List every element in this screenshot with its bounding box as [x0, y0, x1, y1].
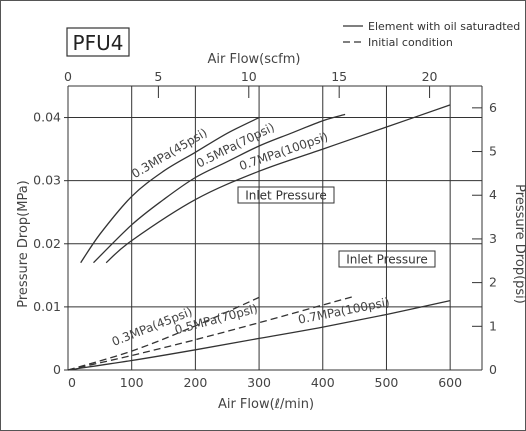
x2-axis-title: Air Flow(scfm): [208, 52, 301, 67]
series-line-solid: [105, 104, 451, 264]
y2-tick-label: 5: [489, 144, 497, 159]
y2-axis-title: Pressure Drop(psi): [512, 184, 526, 304]
series-line-dashed: [67, 296, 260, 371]
y2-tick-label: 2: [489, 275, 497, 290]
x-tick-label: 100: [120, 375, 144, 390]
chart-title: PFU4: [73, 31, 124, 55]
x-tick-label: 200: [183, 375, 207, 390]
x2-tick-label: 15: [331, 69, 347, 84]
x-tick-label: 600: [438, 375, 462, 390]
legend-label-solid: Element with oil saturadted: [368, 20, 520, 33]
annotation-label: Inlet Pressure: [245, 189, 327, 203]
series-line-solid: [93, 113, 346, 264]
y2-tick-label: 3: [489, 231, 497, 246]
x-tick-label: 500: [375, 375, 399, 390]
x2-tick-label: 20: [422, 69, 438, 84]
y2-tick-label: 4: [489, 187, 497, 202]
y-tick-label: 0.02: [33, 236, 61, 251]
series-line-solid: [80, 117, 260, 264]
x2-tick-label: 10: [241, 69, 257, 84]
annotation-label: Inlet Pressure: [346, 253, 428, 267]
series-line-solid: [67, 299, 451, 371]
title-box: [66, 27, 130, 57]
legend: Element with oil saturadted Initial cond…: [343, 20, 520, 49]
annotation-inlet-pressure-upper: Inlet Pressure: [237, 186, 335, 204]
y2-tick-label: 0: [489, 362, 497, 377]
x2-tick-label: 5: [154, 69, 162, 84]
legend-label-dashed: Initial condition: [368, 36, 453, 49]
y2-tick-label: 6: [489, 100, 497, 115]
annotation-box: [338, 250, 436, 268]
x-tick-label: 300: [247, 375, 271, 390]
y-axis-title: Pressure Drop(MPa): [16, 180, 31, 308]
y2-tick-label: 1: [489, 318, 497, 333]
annotation-inlet-pressure-lower: Inlet Pressure: [338, 250, 436, 268]
series-line-dashed: [67, 295, 355, 371]
x-axis-title: Air Flow(ℓ/min): [218, 397, 314, 412]
annotation-box: [237, 186, 335, 204]
x-tick-label: 400: [311, 375, 335, 390]
y-tick-label: 0.01: [33, 299, 61, 314]
y-tick-label: 0: [53, 362, 61, 377]
x2-tick-label: 0: [64, 69, 72, 84]
x-tick-label: 0: [68, 375, 76, 390]
y-tick-label: 0.04: [33, 110, 61, 125]
y-tick-label: 0.03: [33, 173, 61, 188]
